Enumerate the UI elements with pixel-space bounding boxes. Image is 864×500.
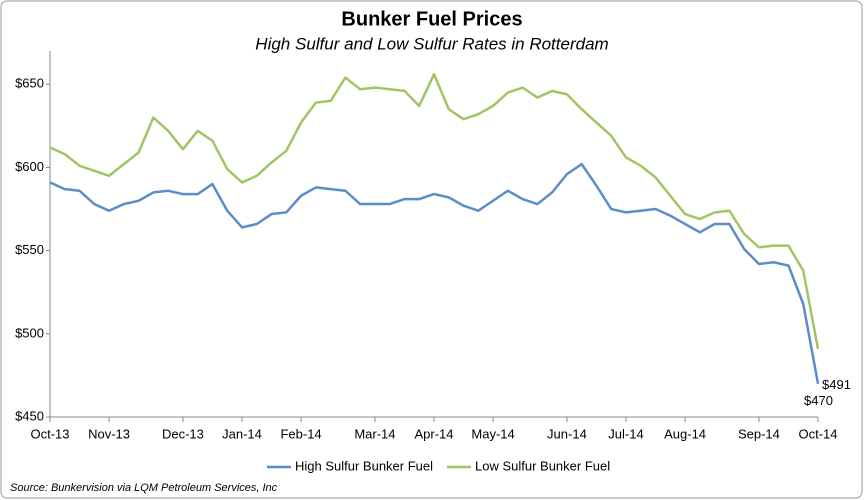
x-tick-label: Sep-14 xyxy=(738,426,780,441)
x-tick-label: Dec-13 xyxy=(162,426,204,441)
data-label: $491 xyxy=(822,377,851,392)
x-tick-label: Jul-14 xyxy=(608,426,643,441)
legend-label: Low Sulfur Bunker Fuel xyxy=(475,458,610,473)
x-tick-label: Oct-13 xyxy=(30,426,69,441)
y-tick-label: $550 xyxy=(15,242,44,257)
source-note: Source: Bunkervision via LQM Petroleum S… xyxy=(10,482,278,494)
x-tick-label: Oct-14 xyxy=(798,426,837,441)
legend-label: High Sulfur Bunker Fuel xyxy=(295,458,433,473)
data-label: $470 xyxy=(804,393,833,408)
y-tick-label: $600 xyxy=(15,159,44,174)
x-tick-label: Nov-13 xyxy=(88,426,130,441)
x-tick-label: Feb-14 xyxy=(280,426,321,441)
chart-title: Bunker Fuel Prices xyxy=(341,8,522,30)
y-tick-label: $450 xyxy=(15,408,44,423)
chart-subtitle: High Sulfur and Low Sulfur Rates in Rott… xyxy=(255,34,608,53)
x-tick-label: Mar-14 xyxy=(354,426,395,441)
series-line xyxy=(49,73,820,350)
x-tick-label: Jan-14 xyxy=(222,426,262,441)
y-tick-label: $500 xyxy=(15,325,44,340)
x-tick-label: May-14 xyxy=(471,426,514,441)
y-tick-label: $650 xyxy=(15,76,44,91)
x-tick-label: Aug-14 xyxy=(664,426,706,441)
x-tick-label: Apr-14 xyxy=(414,426,453,441)
x-tick-label: Jun-14 xyxy=(547,426,587,441)
series-line xyxy=(49,162,820,384)
